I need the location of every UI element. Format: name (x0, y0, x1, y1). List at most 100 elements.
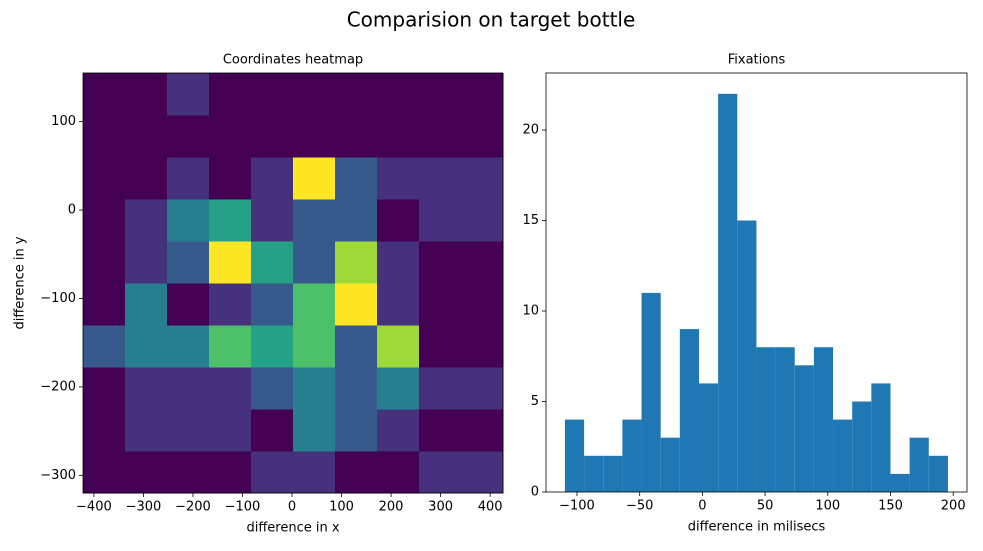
heatmap-cell (209, 409, 252, 452)
heatmap-cell (167, 241, 210, 284)
heatmap-cell (293, 283, 336, 326)
heatmap-cell (461, 199, 504, 242)
y-tick-label: −100 (40, 291, 76, 306)
bar (679, 329, 699, 492)
heatmap-cell (377, 73, 420, 116)
heatmap-cell (125, 409, 168, 452)
heatmap-cell (251, 157, 294, 200)
x-axis-label: difference in x (246, 521, 339, 536)
bar (890, 473, 910, 492)
heatmap-cell (293, 367, 336, 410)
axes-frame (545, 72, 968, 493)
x-tick-label: 400 (478, 500, 503, 515)
heatmap-cell (251, 199, 294, 242)
heatmap-cell (419, 199, 462, 242)
heatmap-cell (293, 241, 336, 284)
heatmap-cell (461, 73, 504, 116)
x-tick-label: 100 (329, 500, 354, 515)
heatmap-cell (293, 115, 336, 158)
x-tick-label: 0 (698, 499, 706, 514)
bar (775, 347, 795, 492)
heatmap-cell (419, 325, 462, 368)
heatmap-cell (335, 157, 378, 200)
heatmap-cell (167, 451, 210, 494)
heatmap-cell (377, 409, 420, 452)
heatmap-cell (125, 157, 168, 200)
heatmap-cell (335, 367, 378, 410)
heatmap-cell (335, 451, 378, 494)
heatmap-cell (377, 199, 420, 242)
x-tick-label: 300 (428, 500, 453, 515)
bar (584, 455, 604, 492)
heatmap-cell (125, 325, 168, 368)
heatmap-cell (83, 283, 126, 326)
y-tick-label: −200 (40, 379, 76, 394)
heatmap-cell (251, 283, 294, 326)
x-tick-label: −200 (175, 500, 211, 515)
heatmap-cell (83, 157, 126, 200)
heatmap-cell (209, 283, 252, 326)
heatmap-cell (209, 241, 252, 284)
heatmap-cell (461, 115, 504, 158)
heatmap-cell (419, 115, 462, 158)
axes-title: Coordinates heatmap (223, 53, 363, 68)
heatmap-cell (335, 283, 378, 326)
bar (871, 383, 891, 492)
heatmap-cell (419, 157, 462, 200)
x-axis-label: difference in milisecs (688, 520, 826, 535)
y-tick-label: 5 (531, 394, 539, 409)
x-tick-label: 150 (878, 499, 903, 514)
heatmap-cell (419, 451, 462, 494)
y-tick-label: 0 (68, 203, 76, 218)
y-axis-label: difference in y (13, 236, 28, 329)
x-tick-label: −100 (559, 499, 595, 514)
heatmap-cell (167, 409, 210, 452)
x-tick-label: 50 (757, 499, 774, 514)
heatmap-cell (335, 325, 378, 368)
bar (660, 437, 680, 492)
axes-frame (82, 72, 504, 494)
heatmap-cell (125, 367, 168, 410)
heatmap-cell (461, 283, 504, 326)
bar (622, 419, 642, 492)
heatmap-cell (461, 241, 504, 284)
heatmap-cell (209, 451, 252, 494)
heatmap-cell (209, 157, 252, 200)
figure-title: Comparision on target bottle (347, 8, 636, 32)
heatmap-cell (461, 409, 504, 452)
heatmap-cell (167, 325, 210, 368)
heatmap-cell (251, 115, 294, 158)
x-tick-label: 0 (288, 500, 296, 515)
heatmap-cell (209, 325, 252, 368)
heatmap-cell (167, 199, 210, 242)
heatmap-cell (251, 409, 294, 452)
heatmap-cell (125, 451, 168, 494)
heatmap-cell (461, 367, 504, 410)
heatmap-cell (209, 115, 252, 158)
heatmap-cell (251, 325, 294, 368)
heatmap-cell (293, 73, 336, 116)
y-tick-label: 10 (522, 304, 539, 319)
heatmap-cell (167, 73, 210, 116)
heatmap-cell (461, 451, 504, 494)
heatmap-cell (83, 199, 126, 242)
x-tick-label: −400 (76, 500, 112, 515)
heatmap-cell (419, 367, 462, 410)
heatmap-cell (209, 367, 252, 410)
heatmap-cell (83, 451, 126, 494)
heatmap-cell (335, 73, 378, 116)
bar (698, 383, 719, 492)
heatmap-cell (293, 325, 336, 368)
y-tick-label: 100 (51, 114, 76, 129)
x-tick-label: −300 (126, 500, 162, 515)
y-tick-label: −300 (40, 468, 76, 483)
bar (813, 347, 834, 492)
bar (756, 347, 776, 492)
y-tick-label: 20 (522, 123, 539, 138)
heatmap-cell (83, 241, 126, 284)
bar (603, 455, 623, 492)
heatmap-cell (377, 367, 420, 410)
heatmap-cell (83, 115, 126, 158)
heatmap-cell (377, 157, 420, 200)
